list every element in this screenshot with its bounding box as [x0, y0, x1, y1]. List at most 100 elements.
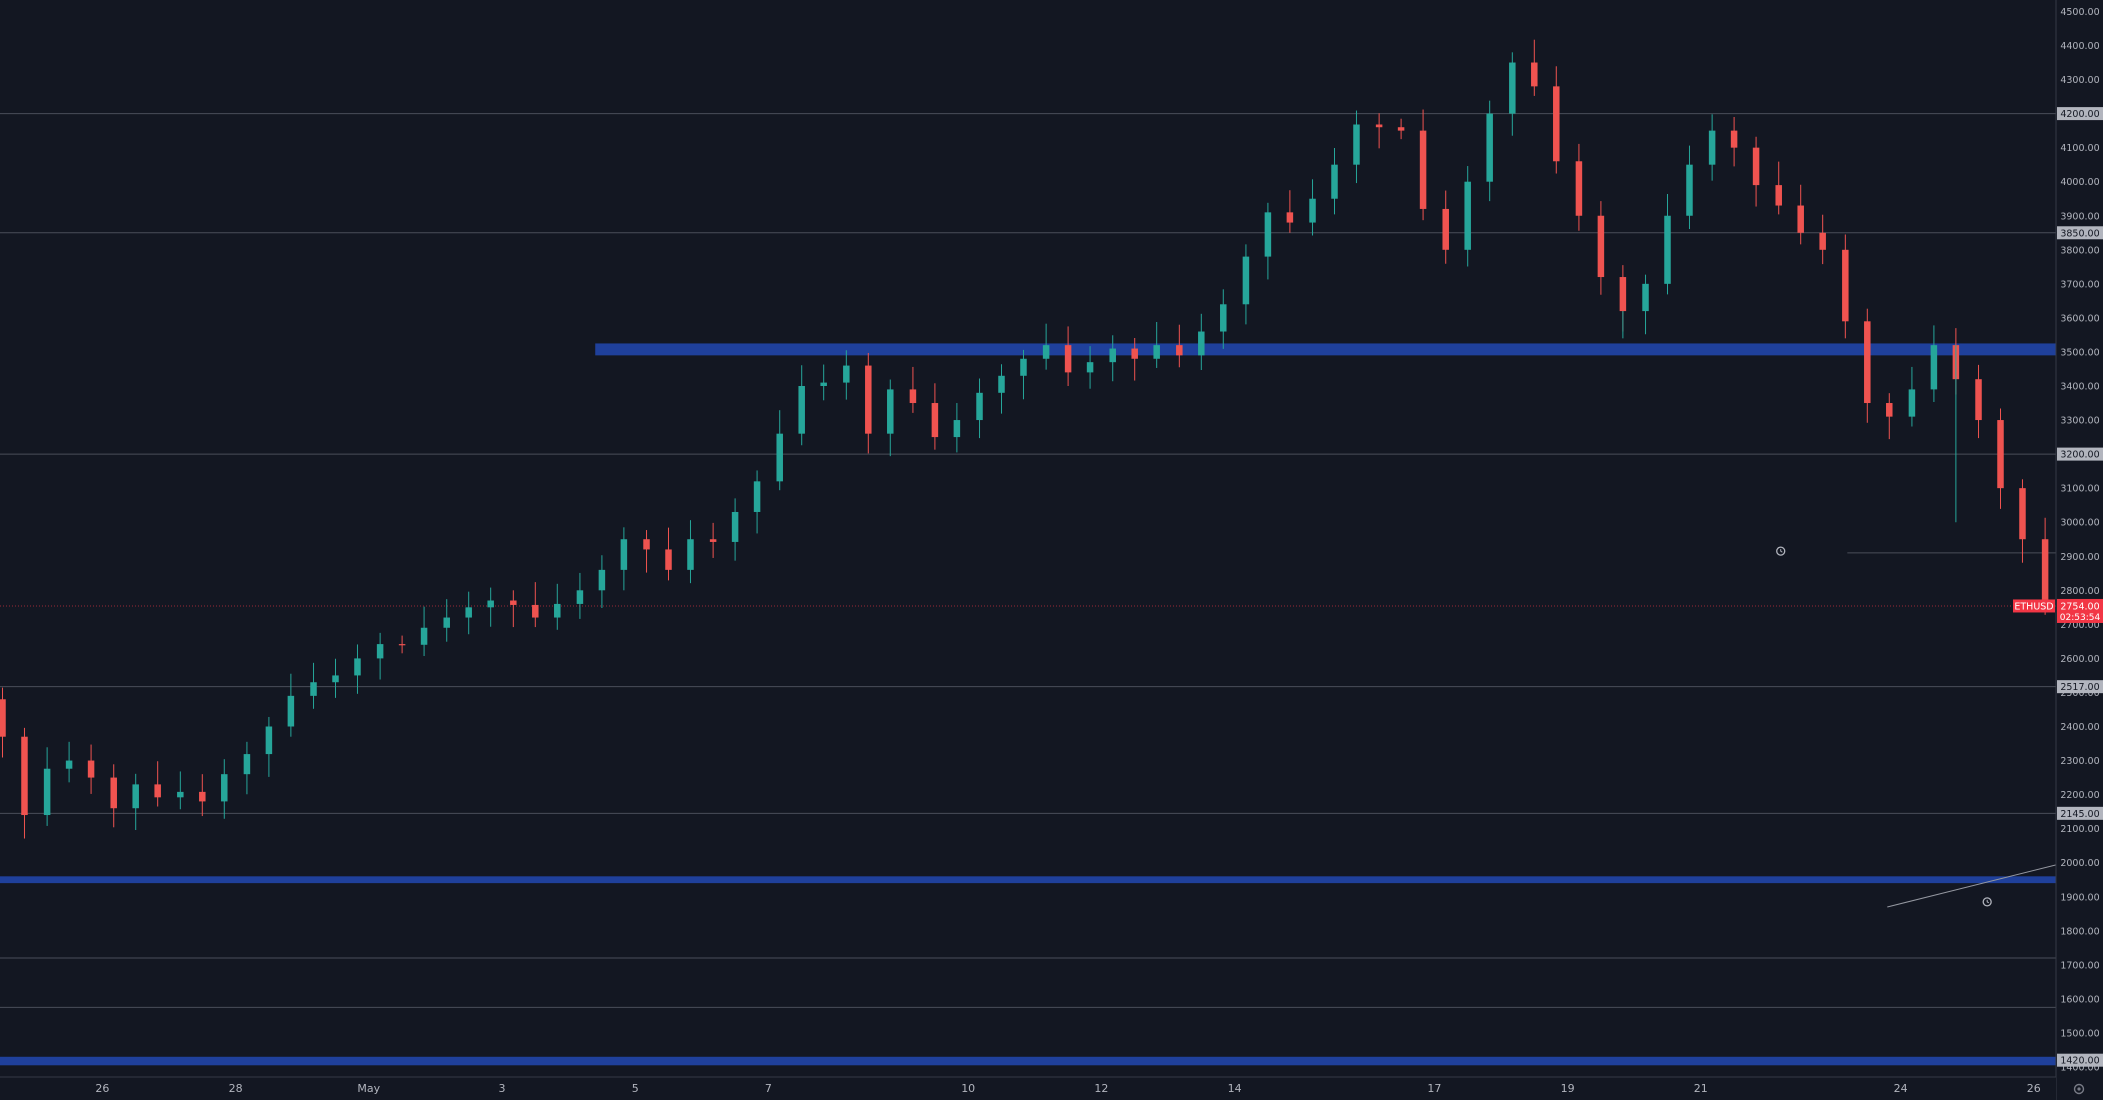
price-tick-label: 2500.00	[2060, 688, 2099, 699]
candle	[1309, 179, 1316, 236]
candle	[487, 587, 494, 627]
time-tick-label: 19	[1561, 1082, 1575, 1095]
candle	[1730, 117, 1738, 167]
candle	[65, 741, 73, 783]
time-tick-label: 26	[2027, 1082, 2041, 1095]
candle	[1375, 113, 1383, 149]
alarm-clock-icon[interactable]	[1776, 546, 1786, 556]
candle	[687, 520, 694, 584]
candle	[1886, 393, 1893, 440]
candle	[1664, 193, 1671, 295]
candle	[1553, 66, 1560, 174]
candle	[976, 378, 983, 439]
candle	[1797, 184, 1804, 245]
candle	[2019, 479, 2026, 563]
candle	[731, 498, 739, 561]
price-tick-label: 3700.00	[2060, 279, 2099, 290]
time-tick-label: 24	[1894, 1082, 1908, 1095]
price-level-tag	[2057, 226, 2103, 240]
candle	[865, 352, 872, 454]
price-level-tag	[2057, 447, 2103, 461]
price-tick-label: 3600.00	[2060, 313, 2099, 324]
time-tick-label: May	[357, 1082, 380, 1095]
candle	[1442, 190, 1449, 264]
candle	[820, 364, 827, 401]
price-tick-label: 2000.00	[2060, 858, 2099, 869]
candle	[1509, 52, 1516, 136]
price-tick-label: 4300.00	[2060, 75, 2099, 86]
candle	[2041, 517, 2049, 615]
candle	[1131, 337, 1138, 381]
price-tick-label: 3500.00	[2060, 347, 2099, 358]
candle	[1397, 118, 1405, 140]
candle	[1819, 214, 1826, 265]
price-tick-label: 1500.00	[2060, 1028, 2099, 1039]
candle	[1775, 161, 1782, 215]
price-level-tag-text: 2517.00	[2060, 682, 2099, 693]
candle	[177, 771, 184, 810]
candle	[1353, 110, 1360, 184]
candle	[1176, 324, 1183, 368]
candle	[1975, 364, 1982, 439]
symbol-tag-text: ETHUSD	[2014, 601, 2053, 612]
price-tick-label: 2900.00	[2060, 552, 2099, 563]
candle	[1286, 190, 1294, 233]
candle	[199, 774, 206, 817]
settings-icon[interactable]	[2073, 1083, 2085, 1095]
candle	[1864, 308, 1871, 423]
time-tick-label: 17	[1427, 1082, 1441, 1095]
time-tick-label: 14	[1228, 1082, 1242, 1095]
candle	[998, 364, 1005, 414]
candle	[43, 747, 51, 826]
time-tick-label: 12	[1094, 1082, 1108, 1095]
alarm-clock-icon[interactable]	[1982, 897, 1992, 907]
candle	[1220, 289, 1227, 349]
time-axis[interactable]: 171921232628May35710121417192124262830Ju…	[0, 1076, 2103, 1100]
candle	[332, 658, 339, 698]
candle	[1153, 321, 1160, 368]
price-level-tag-text: 3850.00	[2060, 228, 2099, 239]
time-tick-label: 7	[765, 1082, 772, 1095]
candle	[1575, 143, 1583, 231]
candle	[598, 555, 606, 609]
price-level-tag	[2057, 806, 2103, 820]
candle	[1020, 349, 1027, 400]
price-level-tag-text: 3200.00	[2060, 450, 2099, 461]
price-tick-label: 2600.00	[2060, 654, 2099, 665]
price-level-tag	[2057, 680, 2103, 694]
candle	[620, 527, 628, 591]
price-level-tag-text: 2145.00	[2060, 809, 2099, 820]
candle	[510, 590, 517, 628]
time-tick-label: 10	[961, 1082, 975, 1095]
price-tick-label: 1900.00	[2060, 892, 2099, 903]
price-axis[interactable]: 4500.00 4400.00 4300.00 4200.00 4100.00 4000.…	[2013, 0, 2103, 1100]
candle	[1752, 136, 1760, 207]
candle	[1242, 244, 1250, 325]
candle	[265, 716, 273, 777]
price-tick-label: 2200.00	[2060, 790, 2099, 801]
candle	[1908, 366, 1916, 427]
price-tick-label: 2700.00	[2060, 620, 2099, 631]
candle	[1708, 114, 1716, 181]
candle	[798, 365, 805, 446]
candle	[110, 764, 117, 828]
candle	[1930, 325, 1938, 403]
price-tick-label: 3900.00	[2060, 211, 2099, 222]
candle	[1264, 202, 1272, 280]
candle	[1331, 147, 1338, 215]
candle	[576, 572, 584, 619]
price-tick-label: 3000.00	[2060, 518, 2099, 529]
candle	[1686, 145, 1693, 230]
support-resistance-zone-1	[0, 876, 2056, 884]
candle	[1086, 346, 1094, 389]
price-tick-label: 4500.00	[2060, 7, 2099, 18]
candle	[532, 582, 539, 628]
time-tick-label: 5	[632, 1082, 639, 1095]
price-tick-label: 1400.00	[2060, 1063, 2099, 1074]
candle	[420, 606, 428, 657]
candle	[221, 759, 228, 819]
candle	[1531, 39, 1538, 96]
candle	[665, 527, 672, 581]
